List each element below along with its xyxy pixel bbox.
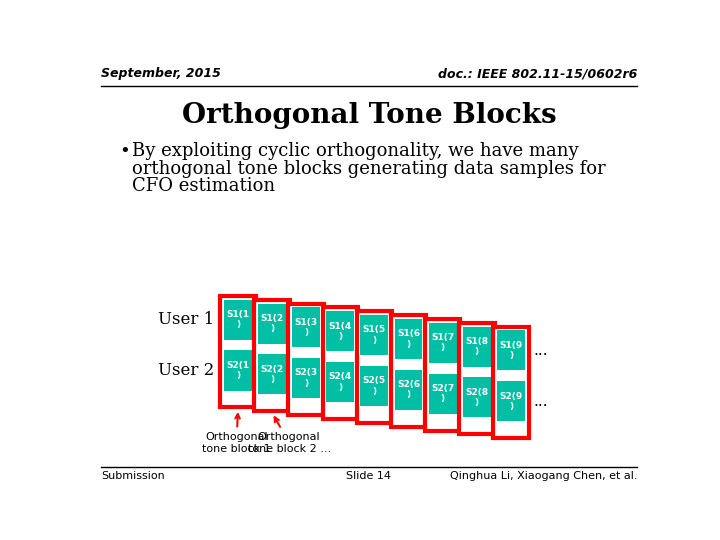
Bar [289,303,324,415]
Text: S1(8
): S1(8 ) [465,337,488,356]
Bar [292,358,320,398]
Text: User 1: User 1 [158,311,214,328]
Text: September, 2015: September, 2015 [101,67,221,80]
Text: S2(9
): S2(9 ) [499,392,523,411]
Text: S2(7
): S2(7 ) [431,384,454,403]
Bar [493,327,528,438]
Text: S1(3
): S1(3 ) [294,318,318,337]
Bar [220,296,256,408]
Text: ...: ... [534,343,548,358]
Text: CFO estimation: CFO estimation [132,177,275,195]
Bar [361,366,388,406]
Bar [258,303,286,343]
Text: S1(4
): S1(4 ) [329,321,352,341]
Text: By exploiting cyclic orthogonality, we have many: By exploiting cyclic orthogonality, we h… [132,142,578,160]
Bar [361,315,388,355]
Text: S2(8
): S2(8 ) [465,388,488,407]
Text: S2(1
): S2(1 ) [227,361,250,380]
Bar [326,362,354,402]
Bar [395,370,423,410]
Bar [254,300,290,411]
Bar [326,311,354,351]
Bar [258,354,286,394]
Bar [459,323,495,434]
Bar [463,327,490,367]
Text: S1(9
): S1(9 ) [499,341,523,360]
Text: Orthogonal Tone Blocks: Orthogonal Tone Blocks [181,102,557,129]
Bar [395,319,423,359]
Text: S1(1
): S1(1 ) [227,310,250,329]
Bar [292,307,320,347]
Bar [391,315,426,427]
Text: •: • [120,142,130,160]
Text: S1(6
): S1(6 ) [397,329,420,349]
Text: S1(5
): S1(5 ) [363,326,386,345]
Text: S1(2
): S1(2 ) [261,314,284,333]
Text: Slide 14: Slide 14 [346,470,392,481]
Bar [323,307,358,419]
Bar [497,381,525,421]
Text: Qinghua Li, Xiaogang Chen, et al.: Qinghua Li, Xiaogang Chen, et al. [450,470,637,481]
Bar [497,330,525,370]
Text: S2(2
): S2(2 ) [261,364,284,384]
Text: Orthogonal
tone block 2 ...: Orthogonal tone block 2 ... [248,417,330,454]
Bar [224,300,252,340]
Text: Submission: Submission [101,470,165,481]
Bar [224,350,252,390]
Text: Orthogonal
tone block 1: Orthogonal tone block 1 [202,414,271,454]
Bar [425,319,461,430]
Text: S1(7
): S1(7 ) [431,333,454,353]
Bar [428,374,456,414]
Text: User 2: User 2 [158,362,214,379]
Text: S2(3
): S2(3 ) [294,368,318,388]
Bar [463,377,490,417]
Text: orthogonal tone blocks generating data samples for: orthogonal tone blocks generating data s… [132,159,606,178]
Text: ...: ... [534,394,548,409]
Text: S2(4
): S2(4 ) [329,373,352,392]
Bar [428,323,456,363]
Text: S2(6
): S2(6 ) [397,380,420,400]
Bar [356,311,392,423]
Text: doc.: IEEE 802.11-15/0602r6: doc.: IEEE 802.11-15/0602r6 [438,67,637,80]
Text: S2(5
): S2(5 ) [363,376,386,396]
